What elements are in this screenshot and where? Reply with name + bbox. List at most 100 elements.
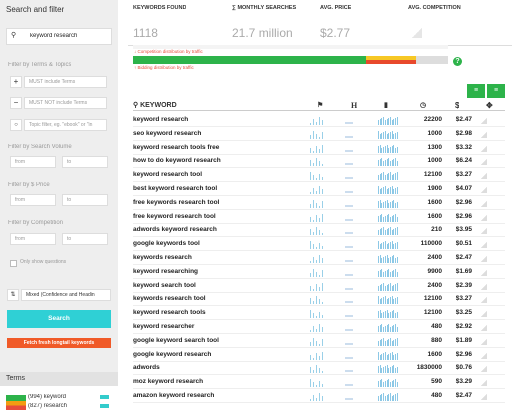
volume: 22200 (423, 116, 442, 123)
spark-bar (386, 244, 388, 250)
spark-bar (383, 201, 385, 208)
spark-bar (386, 365, 388, 374)
volume: 12100 (423, 171, 442, 179)
plus-button[interactable]: + (10, 76, 22, 88)
spark-bar (383, 337, 385, 346)
spark-bar (396, 327, 398, 332)
spark-bar (378, 351, 379, 360)
competition-header[interactable]: ◷ (420, 102, 427, 109)
spark-bar (386, 144, 388, 153)
spark-bar (388, 213, 390, 222)
to-input[interactable]: to (62, 156, 108, 168)
keyword: seo keyword research (133, 129, 202, 137)
spark-bar (381, 394, 383, 401)
from-input[interactable]: from (10, 233, 56, 245)
spark-bar (383, 146, 385, 153)
spark-bar (396, 201, 398, 208)
must-not-input[interactable]: MUST NOT include Terms (24, 97, 107, 109)
volume-sparkline (378, 323, 398, 332)
search-box[interactable] (6, 28, 112, 45)
volume: 2400 (427, 254, 442, 261)
spark-bar (313, 199, 314, 208)
h-sparkline (345, 342, 353, 345)
spark-bar (391, 145, 393, 153)
spark-bar (388, 313, 390, 319)
competition-indicator (480, 268, 487, 276)
spark-bar (386, 189, 388, 194)
spark-bar (319, 380, 320, 388)
spark-bar (384, 215, 386, 222)
competition-indicator (480, 172, 487, 180)
spark-bar (378, 381, 379, 388)
minus-button[interactable]: − (10, 97, 22, 109)
fetch-button[interactable]: Fetch fresh longtail keywords (7, 338, 111, 348)
spark-bar (381, 132, 383, 139)
spark-bar (379, 229, 381, 236)
keyword: keyword research (133, 116, 189, 123)
spark-bar (395, 313, 396, 319)
to-input[interactable]: to (62, 194, 108, 206)
copy-button[interactable]: ≡ (487, 84, 505, 98)
spark-bar (386, 269, 388, 277)
export-button[interactable]: ≡ (467, 84, 485, 98)
tag-header[interactable]: ⚑ (317, 102, 324, 109)
volume-header[interactable]: ▮ (384, 102, 388, 109)
h-sparkline (345, 218, 353, 221)
spark-bar (378, 285, 379, 291)
competition-indicator (480, 255, 487, 262)
price-header[interactable]: $ (455, 101, 460, 110)
to-input[interactable]: to (62, 233, 108, 245)
spark-bar (378, 175, 379, 181)
price: $2.96 (455, 350, 472, 358)
trend-sparkline (310, 378, 324, 388)
spark-bar (386, 310, 388, 319)
spark-bar (313, 369, 314, 374)
spark-bar (393, 299, 395, 305)
competition-indicator (480, 351, 487, 359)
keyword: google keywords tool (133, 240, 200, 248)
section-label: Filter by $ Price (8, 182, 50, 188)
keyword-header[interactable]: ⚲ KEYWORD (133, 102, 177, 109)
yellow-segment (366, 56, 416, 60)
competition-indicator (480, 199, 487, 207)
row-divider (133, 374, 505, 376)
help-icon[interactable]: ? (453, 57, 462, 66)
price: $3.95 (455, 226, 472, 234)
volume-sparkline (378, 157, 398, 167)
checkbox[interactable] (10, 260, 17, 267)
from-input[interactable]: from (10, 194, 56, 206)
spark-bar (391, 186, 393, 194)
volume: 2400 (427, 281, 442, 289)
topic-input[interactable]: Topic filter, eg. "ebook" or "in (24, 119, 107, 131)
spark-bar (322, 383, 323, 388)
move-header[interactable]: ✥ (486, 101, 493, 110)
spark-bar (386, 174, 388, 181)
from-input[interactable]: from (10, 156, 56, 168)
trend-sparkline (310, 171, 324, 181)
search-button[interactable]: Search (7, 310, 111, 328)
spark-bar (396, 161, 398, 167)
legend-text: Competition distribution by traffic (137, 49, 203, 54)
spark-bar (313, 219, 314, 222)
volume: 12100 (423, 295, 442, 303)
h-header[interactable]: H (351, 101, 358, 110)
spark-bar (313, 300, 314, 305)
spark-bar (381, 258, 383, 263)
row-divider (133, 388, 505, 390)
spark-bar (322, 233, 323, 236)
sort-select[interactable]: Mixed (Confidence and Headin (21, 289, 111, 301)
must-input[interactable]: MUST include Terms (24, 76, 107, 88)
row-divider (133, 346, 505, 348)
spark-bar (383, 242, 385, 250)
spark-bar (393, 189, 395, 194)
section-label: Filter by Search Volume (8, 144, 72, 150)
distribution-bar (133, 56, 448, 64)
spark-bar (393, 144, 395, 153)
spark-bar (388, 298, 390, 305)
spark-bar (319, 287, 320, 291)
row-divider (133, 126, 505, 127)
section-label: Filter by Competition (8, 220, 64, 226)
h-sparkline (345, 191, 353, 193)
spark-bar (388, 158, 390, 167)
competition-indicator (480, 365, 487, 373)
